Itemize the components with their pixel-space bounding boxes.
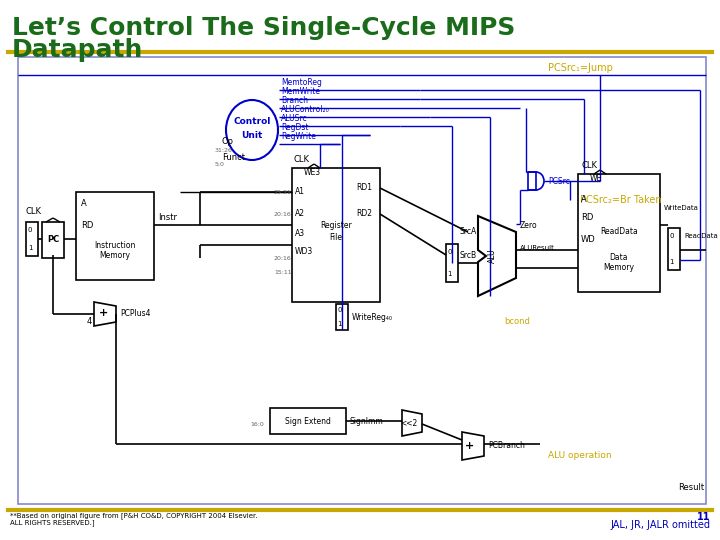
Text: +: + (465, 441, 474, 451)
Text: CLK: CLK (581, 161, 597, 171)
Text: ALUControl₂₀: ALUControl₂₀ (281, 105, 330, 114)
Bar (668, 228, 680, 270)
Text: ALU: ALU (487, 249, 497, 264)
Text: RegWrite: RegWrite (281, 132, 316, 141)
Text: PCSrc: PCSrc (548, 177, 570, 186)
Bar (26, 222, 38, 256)
Text: WE3: WE3 (304, 168, 321, 177)
Text: 16:0: 16:0 (250, 422, 264, 427)
Text: ALL RIGHTS RESERVED.]: ALL RIGHTS RESERVED.] (10, 519, 94, 526)
Text: 25:21: 25:21 (274, 190, 292, 194)
Text: CLK: CLK (26, 207, 42, 217)
Text: A1: A1 (295, 187, 305, 197)
Text: ALUSrc: ALUSrc (281, 114, 307, 123)
Text: JAL, JR, JALR omitted: JAL, JR, JALR omitted (610, 520, 710, 530)
Text: Result: Result (678, 483, 704, 492)
Text: ReadData: ReadData (600, 227, 638, 237)
Text: PCPlus4: PCPlus4 (120, 308, 150, 318)
Bar (292, 168, 380, 302)
Text: Branch: Branch (281, 96, 308, 105)
Text: WD3: WD3 (295, 247, 313, 256)
Text: CLK: CLK (294, 156, 310, 165)
Text: Funct: Funct (222, 152, 245, 161)
Text: ALUResult: ALUResult (520, 245, 555, 251)
Text: 5:0: 5:0 (215, 163, 225, 167)
Polygon shape (94, 302, 116, 326)
Polygon shape (478, 216, 516, 296)
Text: Datapath: Datapath (12, 38, 143, 62)
Text: SignImm: SignImm (350, 416, 384, 426)
Text: WD: WD (581, 235, 595, 245)
Text: A: A (81, 199, 86, 208)
Bar (18, 57, 706, 504)
Text: 1: 1 (669, 259, 673, 265)
Ellipse shape (226, 100, 278, 160)
Text: WriteReg₄₀: WriteReg₄₀ (352, 313, 393, 321)
Text: 20:16: 20:16 (274, 212, 292, 217)
Text: Memory: Memory (603, 264, 634, 273)
Bar (270, 408, 346, 434)
Text: Memory: Memory (99, 252, 130, 260)
Text: RD1: RD1 (356, 184, 372, 192)
Text: Register: Register (320, 221, 352, 231)
Text: +: + (99, 308, 107, 318)
Text: MemtoReg: MemtoReg (281, 78, 322, 87)
Text: RegDst: RegDst (281, 123, 308, 132)
Text: PCSrc₂=Br Taken: PCSrc₂=Br Taken (580, 195, 662, 205)
Text: RD: RD (581, 213, 593, 222)
Polygon shape (462, 432, 484, 460)
Text: SrcA: SrcA (460, 227, 477, 237)
Text: A: A (581, 195, 587, 205)
Text: 0: 0 (337, 307, 341, 313)
Text: PCBranch: PCBranch (488, 442, 525, 450)
Text: RD2: RD2 (356, 210, 372, 219)
Text: Data: Data (610, 253, 629, 262)
Text: Control: Control (233, 118, 271, 126)
Text: A3: A3 (295, 230, 305, 239)
Text: WE: WE (590, 174, 602, 183)
Text: Let’s Control The Single-Cycle MIPS: Let’s Control The Single-Cycle MIPS (12, 16, 516, 40)
Text: Zero: Zero (520, 221, 538, 231)
Text: 1: 1 (28, 245, 32, 251)
Text: 31:26: 31:26 (215, 147, 233, 152)
Text: Unit: Unit (241, 131, 263, 139)
Bar (578, 174, 660, 292)
Text: 0: 0 (669, 233, 673, 239)
Text: Sign Extend: Sign Extend (285, 416, 331, 426)
Bar (336, 304, 348, 330)
Bar (446, 244, 458, 282)
Text: 1: 1 (337, 321, 341, 327)
Bar (42, 222, 64, 258)
Text: ALU operation: ALU operation (548, 451, 611, 461)
Text: Op: Op (222, 138, 234, 146)
Text: 0: 0 (28, 227, 32, 233)
Text: <<2: <<2 (400, 418, 418, 428)
Text: Instruction: Instruction (94, 241, 135, 251)
Text: PC: PC (47, 235, 59, 245)
Text: 0: 0 (447, 249, 451, 255)
Text: WriteData: WriteData (664, 205, 699, 211)
Text: Instr: Instr (158, 213, 177, 222)
Text: 15:11: 15:11 (274, 269, 292, 274)
Text: 1: 1 (447, 271, 451, 277)
Text: **Based on original figure from [P&H CO&D, COPYRIGHT 2004 Elsevier.: **Based on original figure from [P&H CO&… (10, 512, 258, 519)
Text: File: File (330, 233, 343, 241)
Polygon shape (402, 410, 422, 436)
Text: A2: A2 (295, 210, 305, 219)
Text: bcond: bcond (504, 318, 530, 327)
Bar (76, 192, 154, 280)
Text: RD: RD (81, 220, 94, 230)
Text: MemWrite: MemWrite (281, 87, 320, 96)
Text: 4: 4 (87, 318, 92, 327)
Text: SrcB: SrcB (460, 251, 477, 260)
Text: ReadData: ReadData (684, 233, 718, 239)
Text: 11: 11 (696, 512, 710, 522)
Text: PCSrc₁=Jump: PCSrc₁=Jump (548, 63, 613, 73)
Bar (528, 172, 536, 190)
Text: 20:16: 20:16 (274, 255, 292, 260)
